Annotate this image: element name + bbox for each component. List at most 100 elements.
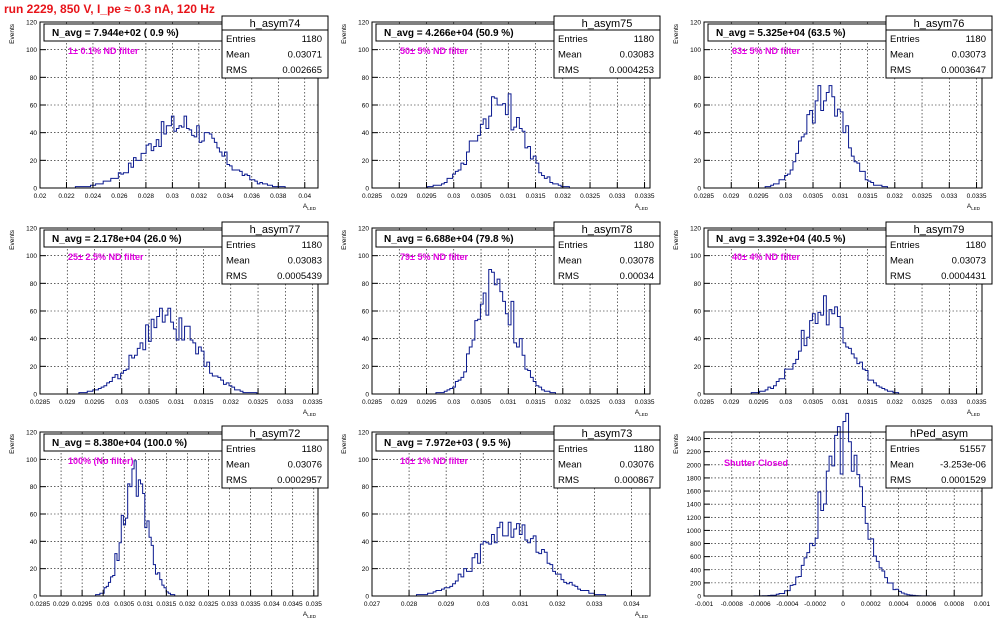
x-tick-label: 0.036 [244, 193, 261, 200]
stats-value-rms: 0.0003647 [941, 65, 986, 76]
y-tick-label: 1400 [687, 502, 702, 509]
stats-label-mean: Mean [226, 50, 250, 61]
stats-value-entries: 1180 [302, 240, 322, 251]
histogram-panel-h-asym73: 0.027 0.028 0.029 0.03 0.031 0.032 0.033 0.034 0… [332, 424, 662, 622]
y-tick-label: 40 [30, 539, 38, 546]
x-tick-label: 0.0345 [283, 601, 303, 608]
navg-annotation: N_avg = 2.178e+04 (26.0 %) [52, 234, 182, 245]
x-tick-label: 0.0295 [417, 193, 437, 200]
histogram-line-h-asym73 [372, 521, 650, 597]
y-tick-label: 20 [694, 364, 702, 371]
y-tick-label: 0 [697, 392, 701, 399]
x-tick-label: 0.032 [887, 193, 904, 200]
x-tick-label: 0.029 [391, 193, 408, 200]
y-tick-label: 100 [358, 457, 369, 464]
y-tick-label: 0 [365, 186, 369, 193]
histogram-line-h-asym79 [704, 295, 982, 395]
y-tick-label: 120 [358, 430, 369, 437]
x-tick-label: 0.0285 [362, 399, 382, 406]
x-axis-title: ALED [967, 203, 981, 211]
y-tick-label: 40 [362, 336, 370, 343]
x-tick-label: 0.0008 [944, 601, 964, 608]
stats-label-rms: RMS [890, 65, 911, 76]
y-tick-label: 1000 [687, 528, 702, 535]
x-tick-label: 0.0335 [241, 601, 261, 608]
stats-label-entries: Entries [226, 240, 256, 251]
y-tick-label: 20 [362, 364, 370, 371]
x-tick-label: 0.03 [447, 399, 460, 406]
x-tick-label: 0.033 [221, 601, 238, 608]
x-tick-label: 0.0285 [694, 193, 714, 200]
histogram-line-h-asym76 [704, 85, 982, 189]
stats-value-entries: 1180 [634, 444, 654, 455]
x-tick-label: 0.034 [217, 193, 234, 200]
x-tick-label: 0.031 [168, 399, 185, 406]
y-tick-label: 0 [365, 594, 369, 601]
y-tick-label: 60 [30, 103, 38, 110]
navg-annotation: N_avg = 5.325e+04 (63.5 %) [716, 28, 846, 39]
y-axis-title: Events [341, 229, 348, 250]
x-tick-label: 0.03 [477, 601, 490, 608]
navg-annotation: N_avg = 6.688e+04 (79.8 %) [384, 234, 514, 245]
x-tick-label: 0.0295 [749, 399, 769, 406]
y-tick-label: 400 [690, 567, 701, 574]
x-tick-label: 0.0315 [194, 399, 214, 406]
histogram-name: h_asym73 [582, 428, 633, 440]
y-tick-label: 0 [697, 594, 701, 601]
y-tick-label: 20 [362, 158, 370, 165]
y-axis-title: Events [673, 433, 680, 454]
x-tick-label: 0.0295 [72, 601, 92, 608]
histogram-line-h-asym74 [40, 115, 318, 189]
histogram-panel-h-asym76: 0.0285 0.029 0.0295 0.03 0.0305 0.031 0.0315 0.… [664, 14, 994, 214]
x-tick-label: 0.03 [166, 193, 179, 200]
y-tick-label: 80 [362, 484, 370, 491]
x-tick-label: 0.028 [401, 601, 418, 608]
stats-box [885, 235, 993, 285]
x-axis-title: ALED [303, 203, 317, 211]
x-tick-label: 0.0305 [803, 399, 823, 406]
x-axis-title: ALED [303, 409, 317, 417]
stats-label-rms: RMS [558, 475, 579, 486]
stats-label-entries: Entries [890, 444, 920, 455]
x-axis-title: ALED [635, 203, 649, 211]
y-tick-label: 100 [690, 253, 701, 260]
x-axis-title: ALED [303, 611, 317, 619]
y-tick-label: 0 [365, 392, 369, 399]
filter-label: 40± 4% ND filter [732, 252, 800, 262]
histogram-panel-h-asym77: 0.0285 0.029 0.0295 0.03 0.0305 0.031 0.0315 0.… [0, 220, 330, 420]
x-tick-label: 0.0325 [248, 399, 268, 406]
stats-value-mean: -3.253e-06 [940, 460, 986, 471]
x-tick-label: 0.0305 [471, 399, 491, 406]
y-axis-title: Events [9, 23, 16, 44]
x-tick-label: 0.0315 [526, 399, 546, 406]
stats-value-mean: 0.03076 [620, 460, 654, 471]
stats-box [885, 29, 993, 79]
x-tick-label: 0.033 [941, 193, 958, 200]
x-tick-label: 0.033 [609, 399, 626, 406]
x-tick-label: 0.032 [179, 601, 196, 608]
stats-value-entries: 1180 [302, 444, 322, 455]
x-tick-label: 0.034 [264, 601, 281, 608]
y-tick-label: 80 [694, 75, 702, 82]
x-axis-title-subscript: LED [971, 206, 981, 211]
navg-annotation: N_avg = 8.380e+04 (100.0 %) [52, 438, 187, 449]
y-tick-label: 80 [30, 484, 38, 491]
stats-label-entries: Entries [558, 240, 588, 251]
x-tick-label: 0.0305 [139, 399, 159, 406]
stats-value-entries: 1180 [966, 34, 986, 45]
stats-label-mean: Mean [558, 50, 582, 61]
stats-label-mean: Mean [558, 460, 582, 471]
y-tick-label: 80 [362, 281, 370, 288]
x-tick-label: 0.0335 [967, 193, 987, 200]
x-axis-title-subscript: LED [639, 614, 649, 619]
x-tick-label: 0.024 [85, 193, 102, 200]
y-tick-label: 2400 [687, 436, 702, 443]
y-tick-label: 20 [362, 566, 370, 573]
x-tick-label: 0.0305 [803, 193, 823, 200]
x-axis-title-subscript: LED [639, 412, 649, 417]
x-tick-label: 0.0285 [30, 399, 50, 406]
filter-label: 63± 5% ND filter [732, 46, 800, 56]
y-tick-label: 120 [26, 20, 37, 27]
y-tick-label: 0 [33, 392, 37, 399]
x-tick-label: 0.029 [59, 399, 76, 406]
